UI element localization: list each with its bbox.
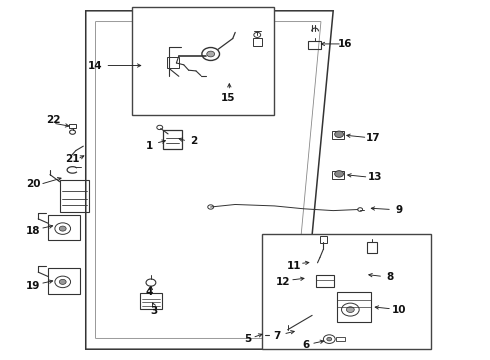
Text: 2: 2 xyxy=(190,136,197,146)
Bar xyxy=(60,180,89,212)
Text: 18: 18 xyxy=(26,226,41,236)
Bar xyxy=(332,171,344,179)
Bar xyxy=(316,275,334,287)
Bar xyxy=(253,38,262,46)
Bar xyxy=(140,293,162,309)
Bar xyxy=(332,131,344,139)
Text: 7: 7 xyxy=(273,330,281,341)
Circle shape xyxy=(59,226,66,231)
Text: 13: 13 xyxy=(368,172,382,182)
Circle shape xyxy=(327,337,332,341)
Text: 12: 12 xyxy=(276,276,291,287)
Text: 15: 15 xyxy=(220,93,235,103)
Bar xyxy=(367,242,377,253)
Bar xyxy=(48,215,80,240)
Bar xyxy=(69,124,76,128)
Text: 10: 10 xyxy=(392,305,407,315)
Bar xyxy=(48,268,80,294)
Bar xyxy=(308,41,321,49)
Bar xyxy=(262,234,431,349)
Text: 16: 16 xyxy=(338,39,353,49)
Text: 9: 9 xyxy=(396,204,403,215)
Text: 11: 11 xyxy=(287,261,301,271)
Circle shape xyxy=(346,307,354,312)
Text: 5: 5 xyxy=(244,334,251,344)
Bar xyxy=(337,292,371,322)
Text: 20: 20 xyxy=(26,179,41,189)
Text: 22: 22 xyxy=(46,114,60,125)
Bar xyxy=(336,337,345,341)
Circle shape xyxy=(335,171,343,177)
Bar xyxy=(320,236,327,243)
Circle shape xyxy=(207,51,215,57)
Text: 8: 8 xyxy=(386,272,393,282)
Bar xyxy=(132,7,274,115)
Circle shape xyxy=(335,131,343,138)
Text: 14: 14 xyxy=(88,60,103,71)
Text: 21: 21 xyxy=(65,154,80,164)
Text: 19: 19 xyxy=(26,281,41,291)
Text: 17: 17 xyxy=(366,132,381,143)
Text: 6: 6 xyxy=(303,340,310,350)
Bar xyxy=(167,57,179,68)
Polygon shape xyxy=(86,11,333,349)
Text: 1: 1 xyxy=(146,141,153,151)
Text: 4: 4 xyxy=(146,287,153,297)
Text: 3: 3 xyxy=(151,306,158,316)
Circle shape xyxy=(59,279,66,284)
Bar xyxy=(163,130,182,149)
